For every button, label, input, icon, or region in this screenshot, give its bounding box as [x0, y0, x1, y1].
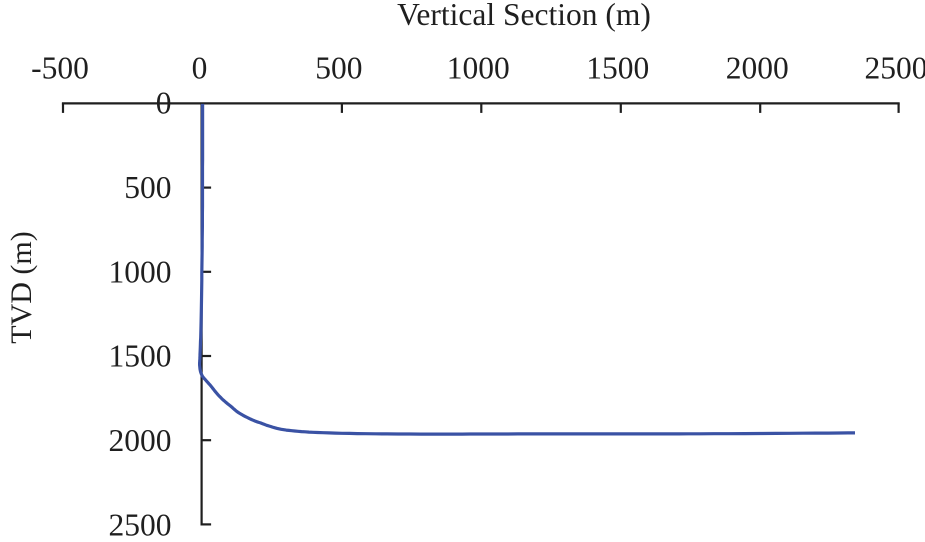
svg-text:1500: 1500 [586, 50, 649, 85]
svg-text:1000: 1000 [447, 50, 510, 85]
svg-text:1500: 1500 [109, 339, 172, 374]
svg-text:2500: 2500 [109, 508, 172, 542]
svg-text:Vertical Section (m): Vertical Section (m) [397, 0, 651, 32]
svg-text:2000: 2000 [726, 50, 789, 85]
svg-text:2000: 2000 [109, 423, 172, 458]
svg-text:500: 500 [124, 170, 171, 205]
svg-text:1000: 1000 [109, 254, 172, 289]
svg-text:0: 0 [192, 50, 208, 85]
svg-text:500: 500 [315, 50, 362, 85]
svg-text:2500: 2500 [865, 50, 925, 85]
svg-text:-500: -500 [31, 50, 89, 85]
svg-text:TVD (m): TVD (m) [5, 231, 38, 343]
